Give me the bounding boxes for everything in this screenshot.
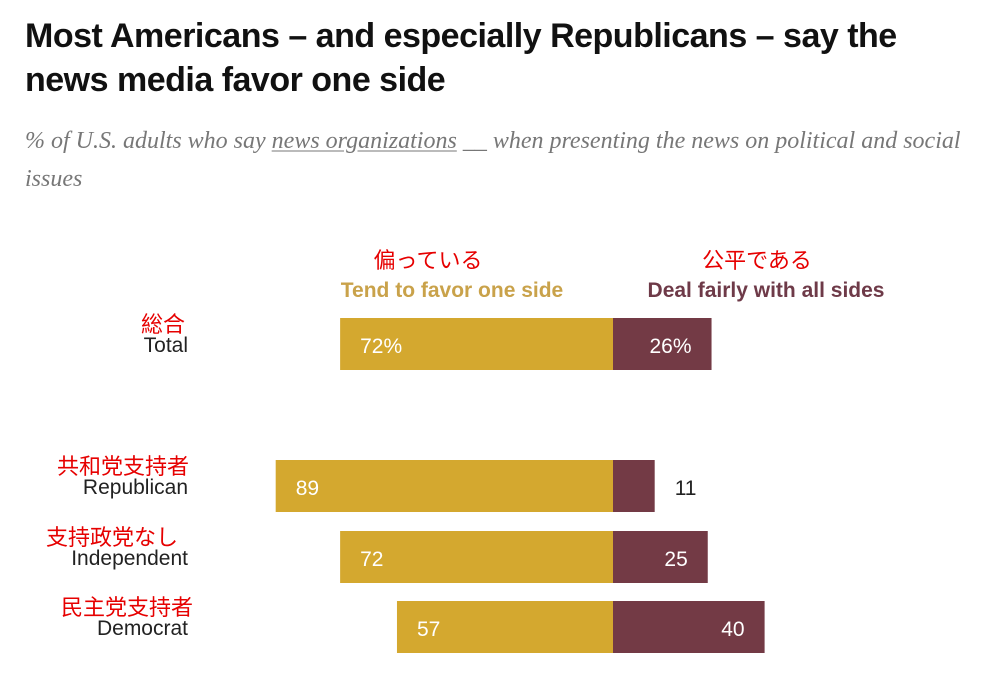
category-label-republican: Republican — [83, 476, 188, 499]
legend-jp-favor: 偏っている — [374, 249, 483, 274]
subtitle-part: __ when presenting the news on political… — [25, 128, 961, 192]
bar-favor-total — [340, 318, 613, 370]
category-label-jp-total: 総合 — [141, 313, 185, 338]
legend-jp-fair: 公平である — [702, 249, 812, 274]
category-label-democrat: Democrat — [97, 617, 188, 640]
bar-favor-republican — [275, 460, 613, 512]
subtitle-part: % of U.S. adults who say — [25, 128, 272, 154]
label-favor-democrat: 57 — [417, 618, 440, 641]
bar-fair-total — [613, 318, 712, 370]
chart-subtitle: % of U.S. adults who say news organizati… — [25, 122, 995, 198]
category-label-total: Total — [144, 334, 188, 357]
category-label-jp-republican: 共和党支持者 — [57, 455, 189, 480]
bar-fair-independent — [613, 531, 708, 583]
bar-favor-democrat — [396, 601, 613, 653]
label-favor-independent: 72 — [360, 548, 383, 571]
legend-favor: Tend to favor one side — [341, 279, 563, 302]
category-label-independent: Independent — [71, 547, 188, 570]
label-fair-independent: 25 — [664, 548, 687, 571]
bar-fair-republican — [613, 460, 655, 512]
label-fair-democrat: 40 — [721, 618, 744, 641]
label-favor-total: 72% — [360, 335, 402, 358]
bar-favor-independent — [340, 531, 613, 583]
chart-title: Most Americans – and especially Republic… — [25, 17, 897, 99]
category-label-jp-independent: 支持政党なし — [46, 526, 178, 551]
label-favor-republican: 89 — [296, 477, 319, 500]
label-fair-republican: 11 — [675, 477, 697, 500]
subtitle-underlined: news organizations — [271, 128, 457, 154]
label-fair-total: 26% — [650, 335, 692, 358]
bar-fair-democrat — [613, 601, 765, 653]
legend-fair: Deal fairly with all sides — [648, 279, 885, 302]
category-label-jp-democrat: 民主党支持者 — [61, 596, 193, 621]
